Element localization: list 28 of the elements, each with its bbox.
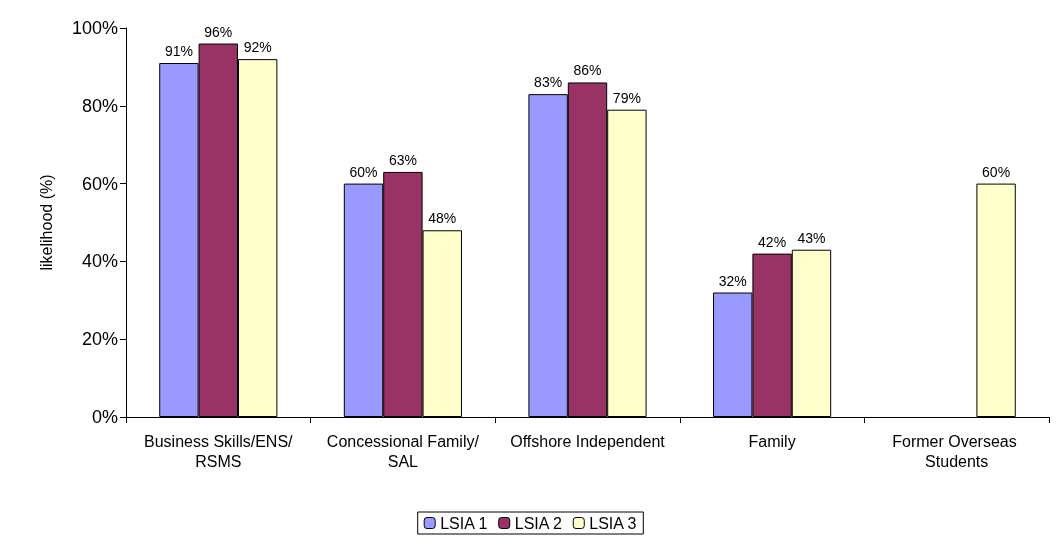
x-tick-label: Business Skills/ENS/RSMS — [144, 432, 294, 470]
data-label: 96% — [204, 23, 233, 40]
y-tick-label: 40% — [81, 251, 118, 272]
y-axis-title: likelihood (%) — [37, 174, 55, 271]
data-label: 91% — [164, 43, 193, 60]
data-label: 60% — [349, 163, 378, 180]
data-label: 63% — [388, 151, 417, 168]
legend-label: LSIA 3 — [589, 514, 637, 532]
data-label: 32% — [718, 272, 747, 289]
x-tick-label: Offshore Independent — [510, 432, 666, 450]
y-tick-label: 0% — [91, 407, 118, 427]
data-label: 79% — [612, 89, 641, 106]
x-tick-label: Concessional Family/SAL — [326, 432, 480, 470]
data-label: 83% — [534, 74, 563, 91]
data-label: 86% — [573, 62, 602, 79]
x-tick-label: Former Overseas Students — [892, 432, 1022, 470]
legend-label: LSIA 1 — [440, 514, 488, 532]
data-label: 60% — [982, 163, 1011, 180]
data-label: 92% — [243, 39, 272, 56]
legend-label: LSIA 2 — [514, 514, 562, 532]
x-tick-label: Family — [748, 432, 796, 450]
y-tick-label: 80% — [81, 95, 118, 116]
data-label: 48% — [428, 210, 457, 227]
data-label: 43% — [797, 229, 826, 246]
data-label: 42% — [758, 233, 787, 250]
y-tick-label: 100% — [71, 18, 118, 38]
y-tick-label: 60% — [81, 173, 118, 194]
y-tick-label: 20% — [81, 329, 118, 350]
